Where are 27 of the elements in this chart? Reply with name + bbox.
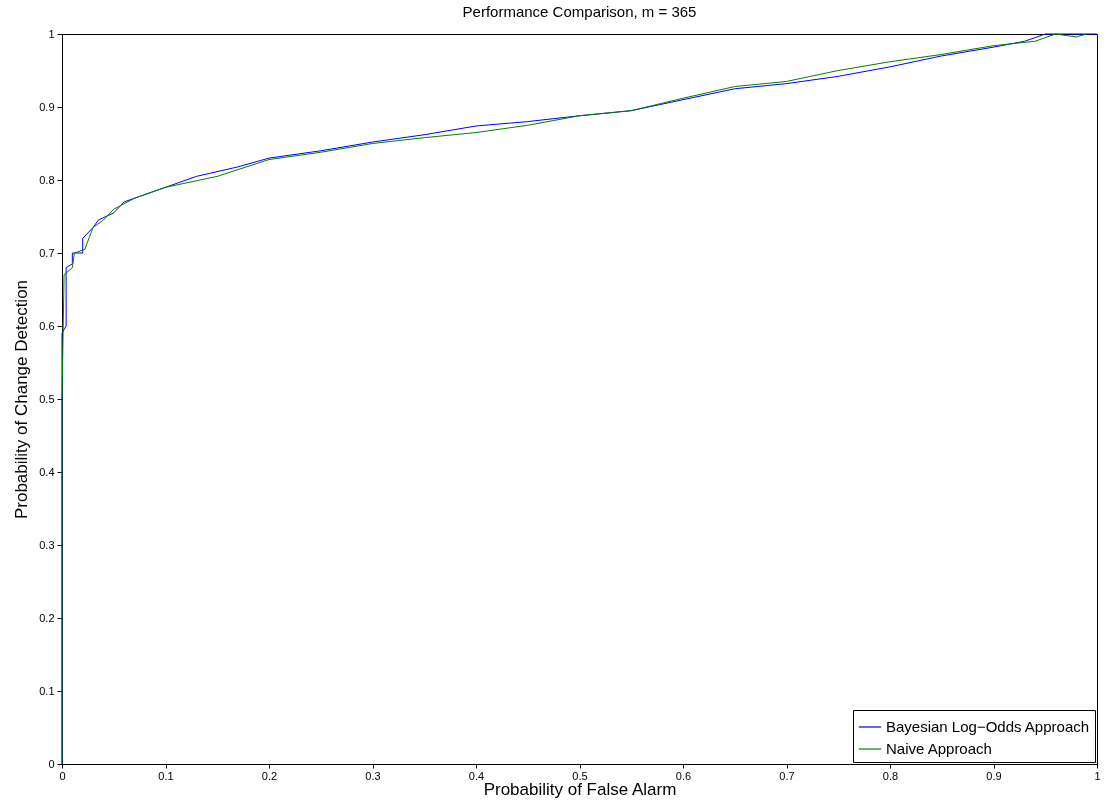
y-axis-title: Probability of Change Detection xyxy=(12,279,32,520)
x-tick-label: 0.4 xyxy=(468,769,485,782)
y-tick-label: 0.3 xyxy=(39,538,55,551)
y-tick-label: 0.8 xyxy=(39,173,55,186)
y-tick-label: 0.1 xyxy=(39,684,55,697)
legend-label: Bayesian Log−Odds Approach xyxy=(886,718,1090,735)
x-tick-label: 0.8 xyxy=(882,769,899,782)
x-tick-label: 0.7 xyxy=(779,769,795,782)
y-tick-label: 0.7 xyxy=(39,246,55,259)
y-tick-label: 0.2 xyxy=(39,611,55,624)
y-tick-label: 0.9 xyxy=(39,100,55,113)
y-tick-label: 0.4 xyxy=(39,465,55,478)
x-tick-label: 1 xyxy=(1094,769,1101,782)
x-tick-label: 0.6 xyxy=(675,769,692,782)
y-tick-label: 0.6 xyxy=(39,319,55,332)
legend-label: Naive Approach xyxy=(886,740,992,757)
x-tick-label: 0 xyxy=(59,769,66,782)
y-tick-label: 0.5 xyxy=(39,392,55,405)
x-tick-label: 0.1 xyxy=(158,769,174,782)
x-tick-label: 0.9 xyxy=(986,769,1002,782)
x-axis-title: Probability of False Alarm xyxy=(483,779,677,799)
y-tick-label: 0 xyxy=(48,757,55,770)
x-tick-label: 0.3 xyxy=(365,769,381,782)
chart-title: Performance Comparison, m = 365 xyxy=(462,3,697,20)
y-tick-label: 1 xyxy=(48,27,55,40)
x-tick-label: 0.2 xyxy=(261,769,278,782)
x-tick-label: 0.5 xyxy=(572,769,588,782)
